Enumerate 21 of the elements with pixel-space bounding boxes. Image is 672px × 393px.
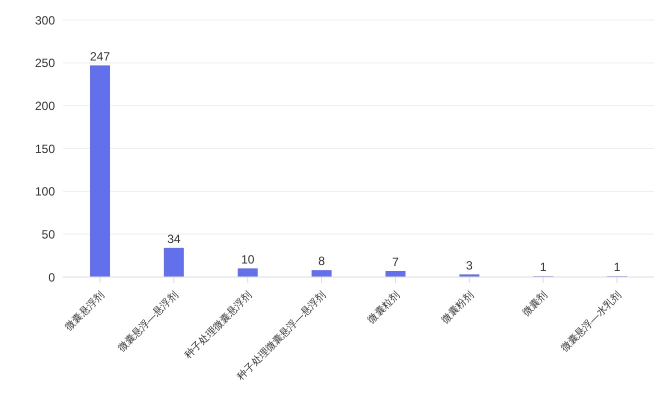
y-tick-label: 0 xyxy=(48,270,56,284)
data-label: 8 xyxy=(318,254,326,268)
data-label: 34 xyxy=(167,232,181,246)
x-tick-label: 微囊悬浮—悬浮剂 xyxy=(115,289,180,354)
data-label: 1 xyxy=(614,260,621,274)
y-tick-label: 300 xyxy=(34,13,56,28)
y-tick-label: 100 xyxy=(34,184,56,199)
y-tick-label: 200 xyxy=(34,98,56,113)
x-tick-label: 微囊粉剂 xyxy=(439,289,476,326)
x-tick-label: 微囊悬浮—水乳剂 xyxy=(558,289,624,354)
y-tick-label: 150 xyxy=(34,142,56,156)
data-label: 247 xyxy=(90,49,110,64)
y-tick-label: 50 xyxy=(42,227,56,242)
x-tick-label: 微囊粒剂 xyxy=(365,289,402,326)
data-label: 3 xyxy=(466,258,474,272)
x-tick-label: 微囊剂 xyxy=(520,289,550,319)
data-label: 1 xyxy=(540,260,547,274)
data-label: 10 xyxy=(241,252,255,266)
y-tick-label: 250 xyxy=(34,56,56,70)
data-label: 7 xyxy=(392,255,400,270)
x-tick-label: 微囊悬浮剂 xyxy=(62,289,107,334)
